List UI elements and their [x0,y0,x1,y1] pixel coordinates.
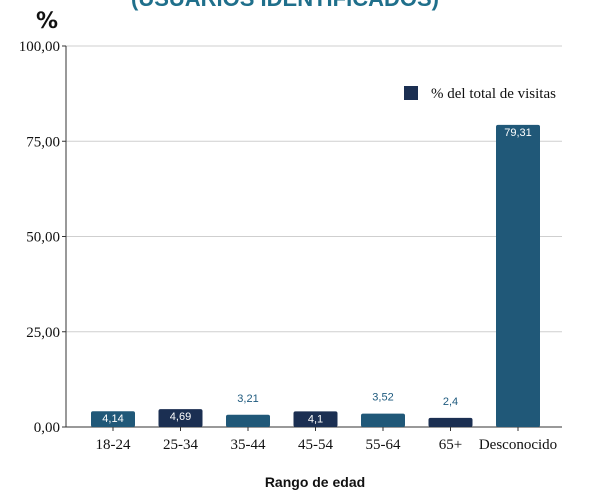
data-label: 4,69 [170,411,191,423]
x-tick-label: 25-34 [163,437,198,453]
x-tick-label: Desconocido [479,437,557,453]
data-labels: 4,14 4,69 3,21 4,1 3,52 2,4 79,31 [102,127,531,426]
x-tick-label: 18-24 [96,437,131,453]
y-tick-label: 25,00 [26,325,60,341]
bar-18-24 [91,411,135,427]
x-axis-categories: 18-24 25-34 35-44 45-54 55-64 65+ Desconocido [96,427,557,453]
data-label: 3,52 [372,392,393,404]
x-tick-label: 55-64 [366,437,401,453]
gridlines [66,45,562,333]
y-tick-label: 75,00 [26,134,60,150]
x-tick-label: 35-44 [231,437,266,453]
bar-65+ [428,417,473,427]
data-label: 3,21 [237,393,258,405]
data-label: 4,1 [308,413,323,425]
bar-55-64 [361,413,405,427]
x-axis-label: Rango de edad [265,474,365,490]
y-tick-label: 100,00 [19,39,60,55]
x-tick-label: 65+ [439,437,462,453]
y-axis-unit: % [36,9,58,34]
legend-swatch [404,86,418,100]
bar-35-44 [226,414,270,427]
data-label: 79,31 [504,127,532,139]
x-tick-label: 45-54 [298,437,333,453]
y-tick-label: 50,00 [26,230,60,246]
data-label: 4,14 [102,413,123,425]
bar-45-54 [293,411,338,427]
y-axis-ticks: 0,00 25,00 50,00 75,00 100,00 [19,39,66,436]
bar-Desconocido [496,124,540,427]
data-label: 2,4 [443,396,458,408]
y-tick-label: 0,00 [34,420,60,436]
legend-label: % del total de visitas [431,86,556,102]
bar-25-34 [158,409,203,427]
chart-title: (USUARIOS IDENTIFICADOS) [131,0,439,11]
legend: % del total de visitas [404,86,556,102]
bars [91,124,540,427]
